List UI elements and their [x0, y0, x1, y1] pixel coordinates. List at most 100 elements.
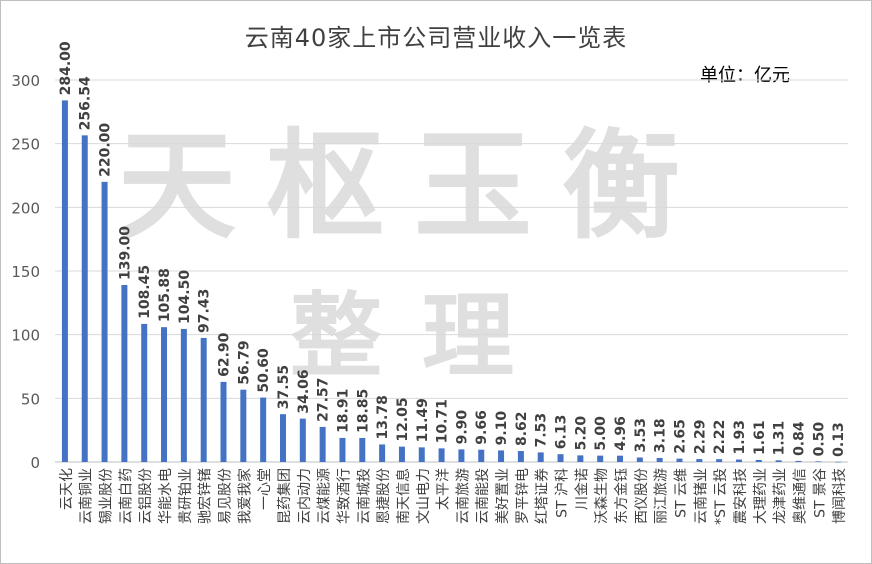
value-label: 0.13 [831, 422, 847, 457]
category-label: 云南铜业 [79, 468, 95, 524]
bar [656, 457, 663, 462]
category-label: ST 景谷 [812, 468, 828, 518]
category-label: 云煤能源 [317, 468, 333, 524]
value-label: 8.62 [514, 411, 530, 446]
value-label: 12.05 [395, 397, 411, 441]
category-label: 云天化 [59, 468, 75, 510]
category-label: 云南锗业 [693, 468, 709, 524]
bar [795, 460, 802, 462]
category-label: 恩捷股份 [376, 468, 392, 524]
watermark-main: 天枢玉衡 [118, 116, 711, 255]
value-label: 34.06 [296, 369, 312, 413]
bar [755, 459, 762, 462]
bar [61, 100, 68, 462]
value-label: 7.53 [534, 413, 550, 448]
bar [359, 437, 366, 462]
category-label: 驰宏锌锗 [198, 468, 214, 524]
value-label: 97.43 [197, 289, 213, 333]
value-label: 11.49 [415, 398, 431, 442]
value-label: 3.18 [653, 418, 669, 453]
value-label: 5.20 [573, 416, 589, 451]
gridlines [55, 79, 848, 463]
category-label: 南天信息 [395, 468, 412, 524]
value-label: 2.65 [672, 419, 688, 454]
unit-label: 单位：亿元 [700, 65, 790, 86]
category-label: 龙津药业 [773, 468, 789, 524]
value-label: 18.85 [355, 389, 371, 433]
bar [597, 455, 604, 462]
bar [775, 460, 782, 462]
bars [61, 100, 842, 463]
bar [121, 285, 128, 462]
value-label: 2.22 [712, 420, 728, 455]
category-label: 易见股份 [218, 468, 234, 524]
value-label: 9.90 [454, 410, 470, 445]
value-label: 4.96 [613, 416, 629, 451]
y-axis: 0 50 100 150 200 250 300 [11, 72, 40, 472]
bar [200, 337, 207, 462]
category-label: 红塔证券 [535, 468, 551, 524]
y-tick-label: 50 [21, 390, 40, 408]
category-label: 云南白药 [118, 468, 134, 524]
y-tick-label: 0 [30, 454, 40, 472]
y-tick-label: 200 [11, 199, 40, 217]
bar [557, 454, 564, 462]
bar [319, 426, 326, 462]
value-label: 13.78 [375, 395, 391, 439]
bar [379, 444, 386, 462]
value-label: 284.00 [58, 41, 74, 95]
category-label: *ST 云投 [713, 468, 729, 525]
chart-title: 云南40家上市公司营业收入一览表 [244, 24, 628, 52]
bar [498, 450, 505, 462]
value-label: 1.61 [752, 420, 768, 455]
bar [398, 446, 405, 462]
category-label: 华能水电 [158, 468, 174, 524]
value-label: 220.00 [98, 123, 114, 177]
category-label: 云南旅游 [455, 468, 471, 524]
category-label: 一心堂 [257, 468, 273, 510]
value-label: 9.66 [474, 410, 490, 445]
value-label: 10.71 [435, 399, 451, 443]
category-label: 锡业股份 [99, 468, 115, 524]
y-tick-label: 300 [11, 72, 40, 90]
bar [418, 447, 425, 462]
value-label: 1.93 [732, 420, 748, 455]
value-label: 2.29 [692, 420, 708, 455]
bar [81, 135, 88, 463]
category-label: 文山电力 [416, 468, 432, 524]
category-label: 西仪股份 [634, 468, 650, 524]
bar [617, 455, 624, 462]
value-label: 6.13 [554, 415, 570, 450]
category-label: 川金诺 [574, 468, 590, 510]
category-label: 华致酒行 [336, 468, 352, 524]
category-label: 云南能投 [475, 468, 491, 524]
value-label: 0.50 [811, 422, 827, 457]
category-label: 太平洋 [436, 468, 452, 510]
category-label: 昆药集团 [276, 468, 293, 524]
bar [161, 327, 168, 462]
value-label: 108.45 [137, 265, 153, 319]
category-label: 美好置业 [495, 468, 511, 524]
bar [696, 459, 703, 462]
category-label: 震安科技 [733, 468, 749, 524]
category-label: 丽江旅游 [654, 468, 670, 524]
bar [339, 437, 346, 462]
category-labels: 云天化 云南铜业 锡业股份 云南白药 云铝股份 华能水电 贵研铂业 驰宏锌锗 易见股份 我爱我家一… [59, 468, 848, 525]
value-label: 104.50 [177, 270, 193, 324]
category-label: 大理药业 [753, 468, 769, 524]
value-label: 5.00 [593, 416, 609, 451]
bar [240, 389, 247, 462]
category-label: 沃森生物 [594, 468, 610, 524]
bar [537, 452, 544, 462]
category-label: 云内动力 [297, 468, 313, 524]
value-label: 56.79 [236, 340, 252, 384]
value-label: 27.57 [316, 378, 332, 422]
bar [517, 451, 524, 462]
bar [636, 457, 643, 462]
category-label: 博闻科技 [831, 468, 848, 524]
value-label: 1.31 [772, 421, 788, 456]
category-label: 云南城投 [356, 468, 372, 524]
